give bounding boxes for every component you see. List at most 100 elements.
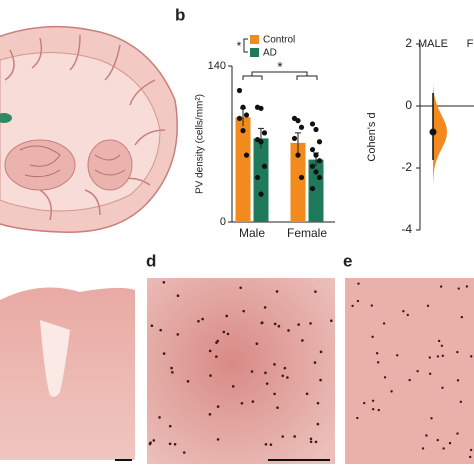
cell	[152, 439, 156, 442]
cell	[371, 408, 375, 411]
cell	[265, 382, 269, 385]
bar	[253, 138, 269, 222]
data-point	[291, 135, 298, 142]
cell	[440, 344, 444, 347]
cell	[226, 332, 230, 336]
cell	[173, 442, 177, 446]
data-point	[243, 112, 250, 118]
cell	[273, 363, 276, 366]
data-point	[309, 163, 316, 169]
significance: *	[277, 59, 283, 75]
legend-swatch	[250, 48, 259, 57]
cell	[456, 432, 459, 435]
cell	[382, 322, 386, 325]
cell	[225, 314, 229, 318]
cell	[351, 304, 354, 308]
cell	[209, 374, 212, 377]
cell	[170, 366, 173, 370]
cell	[275, 290, 279, 293]
x-tick-label: Female	[287, 226, 327, 240]
cell	[286, 376, 289, 379]
cell	[470, 355, 473, 358]
cell	[255, 342, 259, 346]
cell	[437, 339, 441, 343]
cell	[465, 285, 469, 288]
brain-illustration	[0, 25, 178, 233]
x-category-label: MALE	[418, 38, 448, 50]
cell	[216, 438, 220, 441]
cell	[176, 333, 180, 336]
cell	[428, 372, 432, 376]
data-point	[236, 87, 243, 94]
cell	[159, 328, 162, 332]
cell	[216, 405, 220, 408]
data-point	[236, 115, 243, 121]
data-point	[295, 118, 301, 124]
cell	[319, 378, 322, 382]
cell	[408, 378, 411, 382]
cell	[150, 324, 154, 327]
cell	[277, 324, 281, 328]
cell	[330, 319, 333, 323]
cell	[269, 443, 273, 446]
cell	[456, 350, 459, 354]
y-axis-label: Cohen's d	[366, 112, 378, 161]
cell	[251, 400, 255, 403]
cell	[416, 369, 419, 373]
cell	[287, 329, 290, 332]
data-point	[309, 185, 316, 192]
cell	[442, 447, 445, 450]
cell	[297, 323, 300, 326]
data-point	[258, 105, 264, 111]
cell	[426, 304, 430, 308]
cell	[149, 441, 152, 444]
cell	[171, 370, 174, 374]
cell	[231, 385, 235, 388]
cell	[186, 380, 190, 383]
cell	[406, 313, 409, 317]
data-point	[309, 121, 316, 127]
cell	[396, 354, 399, 357]
cell	[309, 322, 312, 325]
y-tick-label: -4	[401, 222, 412, 236]
data-point	[254, 174, 261, 181]
cell	[305, 392, 309, 396]
cell	[469, 448, 473, 452]
bar	[235, 117, 251, 222]
cell	[168, 424, 172, 428]
cell	[264, 442, 268, 446]
cell	[316, 422, 320, 426]
y-axis-label: PV density (cells/mm²)	[195, 94, 206, 194]
data-point	[261, 130, 268, 136]
cell	[215, 355, 218, 358]
cell	[314, 440, 318, 444]
x-category-label: F	[467, 38, 474, 50]
bar	[308, 159, 324, 222]
cell	[201, 317, 204, 321]
data-point	[240, 104, 246, 110]
cell	[383, 376, 387, 379]
data-point	[243, 152, 250, 158]
data-point	[298, 124, 305, 130]
cell	[273, 322, 277, 326]
sig-bracket	[242, 71, 318, 80]
cell	[273, 392, 276, 396]
data-point	[258, 191, 264, 197]
x-tick-label: Male	[239, 226, 265, 240]
cell	[439, 285, 443, 288]
legend-label: Control	[263, 35, 295, 46]
bar	[290, 142, 306, 222]
cell	[314, 290, 317, 293]
cell	[425, 434, 428, 437]
cell	[182, 451, 186, 454]
legend-swatch	[250, 35, 259, 44]
cell	[468, 455, 472, 459]
data-point	[295, 152, 301, 158]
sig-bracket	[243, 38, 248, 53]
cell	[215, 341, 218, 344]
y-tick-label: 2	[405, 36, 412, 50]
cell	[260, 321, 264, 325]
cell	[264, 371, 267, 375]
cell	[375, 352, 379, 355]
